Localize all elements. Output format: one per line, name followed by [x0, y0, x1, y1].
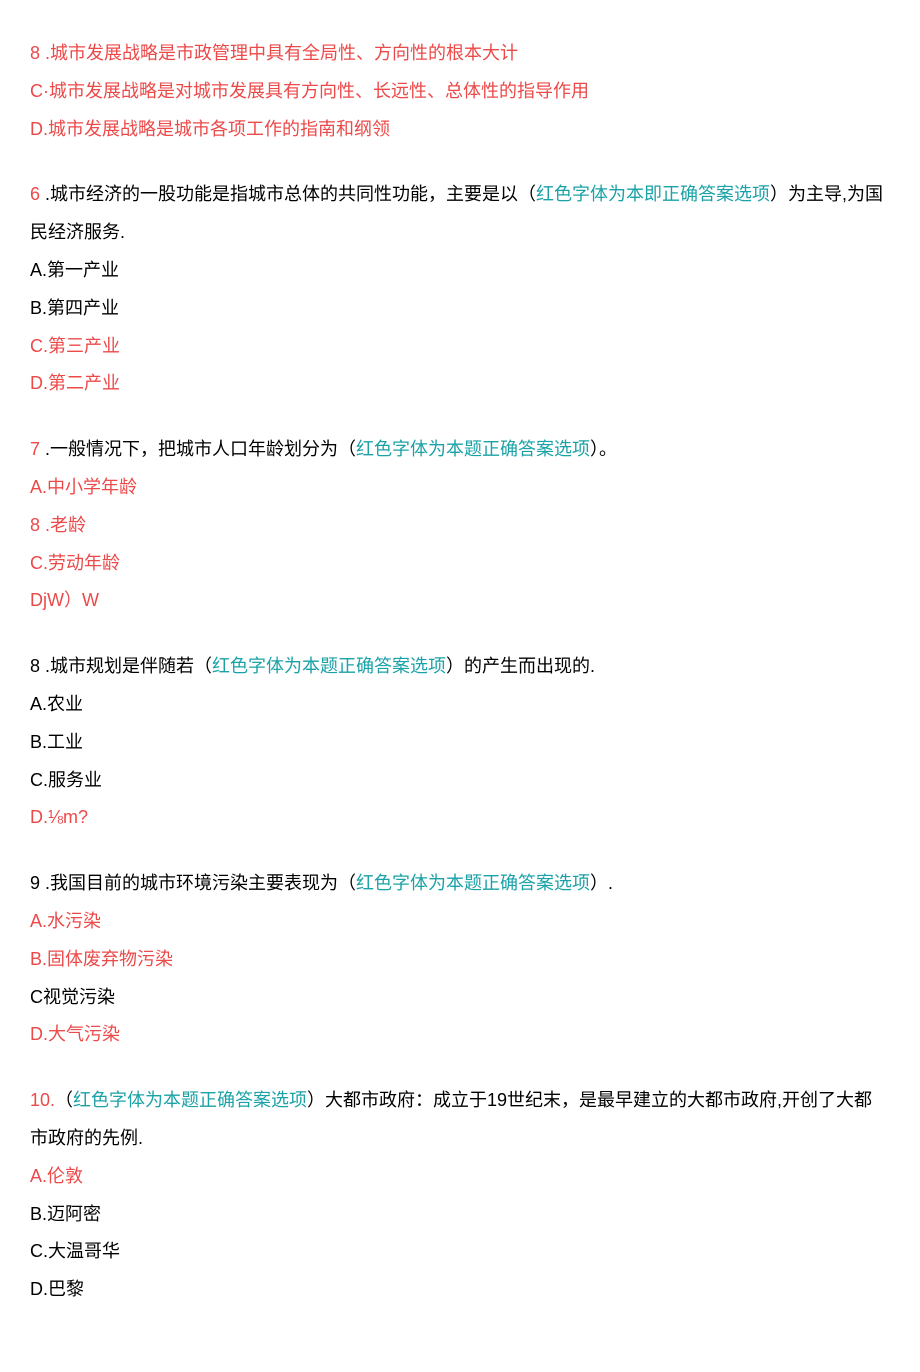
stem-part1: .城市规划是伴随若（ [40, 656, 212, 676]
option-a: A.伦敦 [30, 1158, 890, 1196]
question-stem: 7 .一般情况下，把城市人口年龄划分为（红色字体为本题正确答案选项）。 [30, 431, 890, 469]
option-d: D.⅛m? [30, 799, 890, 837]
q-number: 7 [30, 439, 40, 459]
option-b: B.第四产业 [30, 290, 890, 328]
hint-text: 红色字体为本题正确答案选项 [73, 1090, 307, 1110]
stem-part1: .我国目前的城市环境污染主要表现为（ [40, 873, 356, 893]
q7: 7 .一般情况下，把城市人口年龄划分为（红色字体为本题正确答案选项）。 A.中小… [30, 431, 890, 620]
option-c: C·城市发展战略是对城市发展具有方向性、长远性、总体性的指导作用 [30, 73, 890, 111]
option-b: B.工业 [30, 724, 890, 762]
option-c: C.劳动年龄 [30, 545, 890, 583]
question-stem: 10.（红色字体为本题正确答案选项）大都市政府：成立于19世纪末，是最早建立的大… [30, 1082, 890, 1158]
q5-tail: 8 .城市发展战略是市政管理中具有全局性、方向性的根本大计 C·城市发展战略是对… [30, 35, 890, 148]
q-number: 9 [30, 873, 40, 893]
option-b: B.固体废弃物污染 [30, 941, 890, 979]
q-number: 6 [30, 184, 40, 204]
q8: 8 .城市规划是伴随若（红色字体为本题正确答案选项）的产生而出现的. A.农业 … [30, 648, 890, 837]
option-d: D.第二产业 [30, 365, 890, 403]
q6: 6 .城市经济的一股功能是指城市总体的共同性功能，主要是以（红色字体为本即正确答… [30, 176, 890, 403]
stem-part1: （ [55, 1090, 73, 1110]
q9: 9 .我国目前的城市环境污染主要表现为（红色字体为本题正确答案选项）. A.水污… [30, 865, 890, 1054]
option-d: D.大气污染 [30, 1016, 890, 1054]
option-a: A.水污染 [30, 903, 890, 941]
q-number: 10. [30, 1090, 55, 1110]
stem-part1: .城市经济的一股功能是指城市总体的共同性功能，主要是以（ [40, 184, 536, 204]
question-stem: 6 .城市经济的一股功能是指城市总体的共同性功能，主要是以（红色字体为本即正确答… [30, 176, 890, 252]
option-a: A.第一产业 [30, 252, 890, 290]
option-c: C.大温哥华 [30, 1233, 890, 1271]
option-d: DjW）W [30, 582, 890, 620]
hint-text: 红色字体为本即正确答案选项 [536, 184, 770, 204]
stem-part2: ）. [590, 873, 613, 893]
option-c: C视觉污染 [30, 979, 890, 1017]
option-d: D.巴黎 [30, 1271, 890, 1309]
hint-text: 红色字体为本题正确答案选项 [212, 656, 446, 676]
question-stem: 9 .我国目前的城市环境污染主要表现为（红色字体为本题正确答案选项）. [30, 865, 890, 903]
option-b: B.迈阿密 [30, 1196, 890, 1234]
q-number: 8 [30, 656, 40, 676]
hint-text: 红色字体为本题正确答案选项 [356, 439, 590, 459]
option-b: 8 .老龄 [30, 507, 890, 545]
stem-part2: ）的产生而出现的. [446, 656, 595, 676]
option-d: D.城市发展战略是城市各项工作的指南和纲领 [30, 111, 890, 149]
hint-text: 红色字体为本题正确答案选项 [356, 873, 590, 893]
option-a: A.中小学年龄 [30, 469, 890, 507]
option-c: C.服务业 [30, 762, 890, 800]
stem-part2: ）。 [590, 439, 617, 459]
question-stem: 8 .城市规划是伴随若（红色字体为本题正确答案选项）的产生而出现的. [30, 648, 890, 686]
option-c: C.第三产业 [30, 328, 890, 366]
option-a: A.农业 [30, 686, 890, 724]
stem-part1: .一般情况下，把城市人口年龄划分为（ [40, 439, 356, 459]
option-b: 8 .城市发展战略是市政管理中具有全局性、方向性的根本大计 [30, 35, 890, 73]
q10: 10.（红色字体为本题正确答案选项）大都市政府：成立于19世纪末，是最早建立的大… [30, 1082, 890, 1309]
